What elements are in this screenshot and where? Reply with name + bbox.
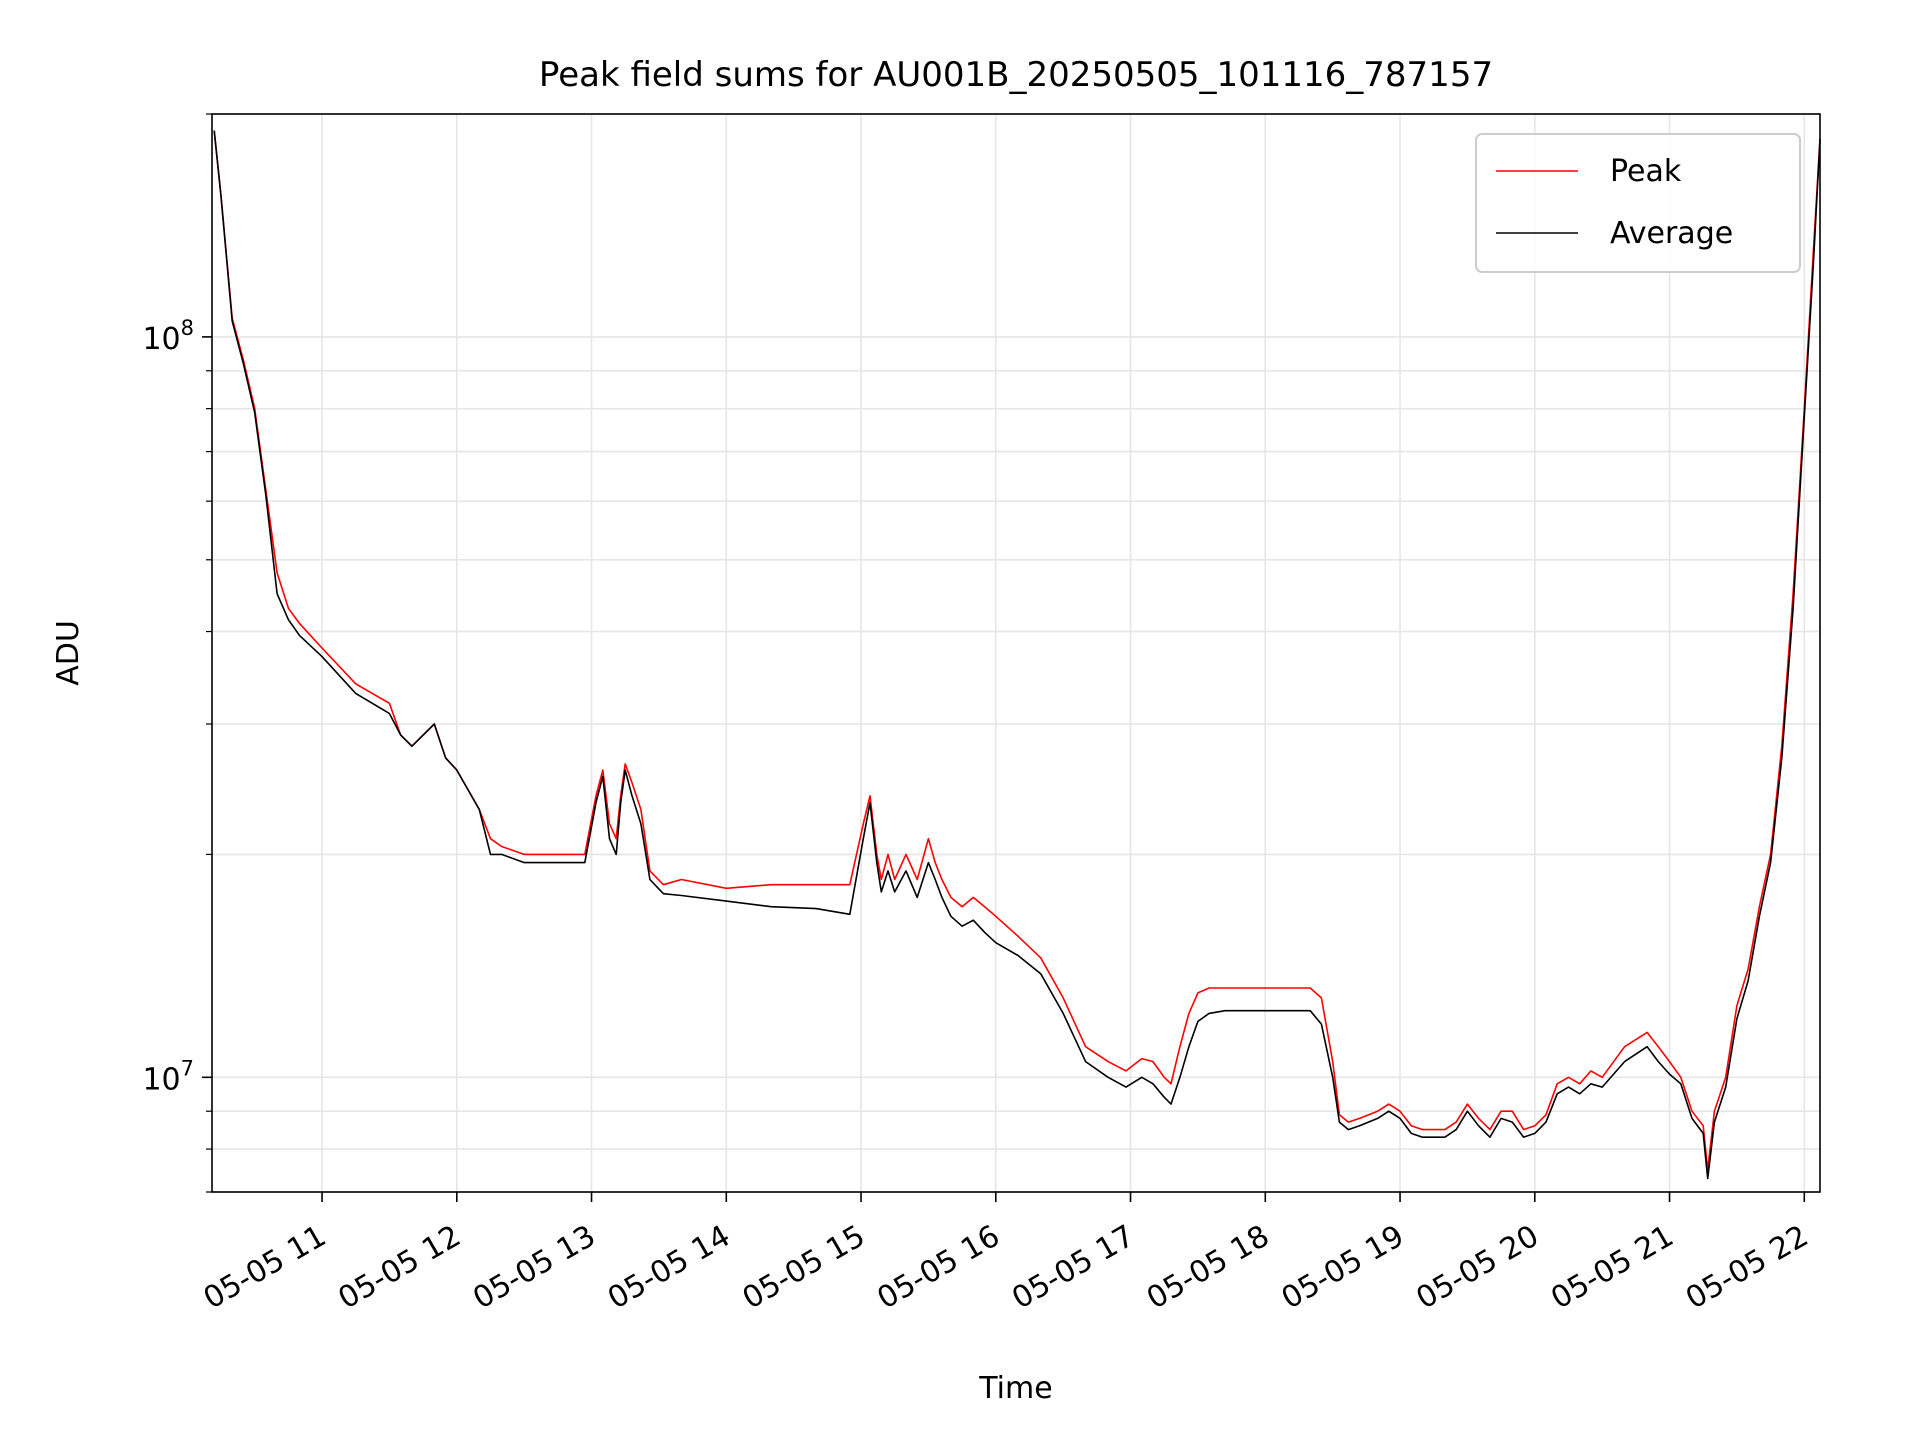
- y-tick-label: 108: [142, 316, 194, 357]
- series-line-peak: [213, 130, 1821, 1171]
- legend-peak-label: Peak: [1610, 154, 1682, 189]
- legend: Peak Average: [1475, 133, 1801, 273]
- y-axis: 107 108: [142, 113, 212, 1193]
- y-axis-label: ADU: [51, 620, 86, 686]
- plot-frame: [211, 113, 1821, 1193]
- series-line-average: [213, 130, 1821, 1180]
- legend-average-label: Average: [1610, 216, 1733, 251]
- y-tick-label: 107: [142, 1056, 194, 1097]
- legend-box: [1475, 133, 1801, 273]
- x-axis-label: Time: [978, 1371, 1052, 1406]
- chart-title: Peak field sums for AU001B_20250505_1011…: [539, 55, 1493, 95]
- plot-series: [213, 130, 1821, 1180]
